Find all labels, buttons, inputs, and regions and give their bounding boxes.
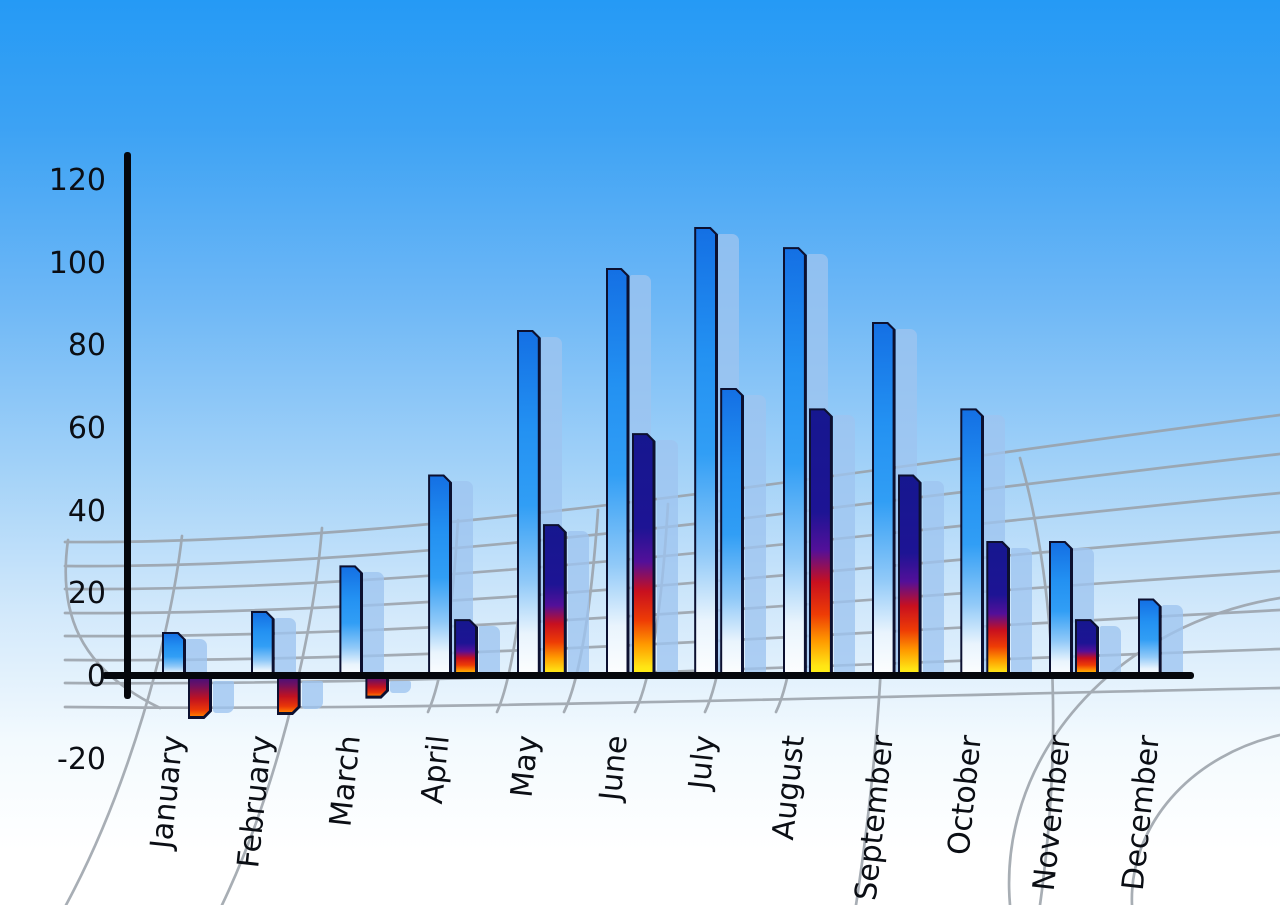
bar-secondary-february-fill <box>279 673 298 712</box>
bar-secondary-january-fill <box>190 673 209 716</box>
bar-secondary-july-fill <box>722 390 741 679</box>
bar-secondary-august <box>809 408 833 679</box>
bar-shadow-primary-december <box>1161 605 1183 674</box>
bar-shadow-secondary-august <box>833 415 855 674</box>
bar-primary-april-fill <box>430 476 449 679</box>
bar-primary-january <box>162 632 186 679</box>
bar-secondary-november-fill <box>1077 621 1096 679</box>
bar-primary-march-fill <box>341 567 360 679</box>
bar-primary-may-fill <box>519 332 538 679</box>
x-axis-label-july: July <box>682 733 724 792</box>
y-axis-tick-0: 0 <box>86 659 106 694</box>
y-axis-tick-20: 20 <box>67 576 106 612</box>
bar-primary-july <box>694 227 718 679</box>
bar-primary-july-fill <box>696 229 715 679</box>
bar-shadow-primary-january <box>186 638 207 674</box>
bar-secondary-november <box>1075 619 1099 679</box>
bar-primary-february <box>251 611 275 679</box>
x-axis-label-may: May <box>504 733 546 800</box>
x-axis-line <box>102 672 1194 679</box>
bar-shadow-secondary-may <box>567 531 589 674</box>
y-axis-tick-40: 40 <box>67 493 106 529</box>
bar-shadow-secondary-february <box>301 681 323 710</box>
bar-primary-december <box>1138 598 1162 679</box>
bar-secondary-may <box>543 524 567 679</box>
bar-secondary-september <box>898 474 922 679</box>
bar-shadow-secondary-april <box>479 626 501 674</box>
bar-secondary-september-fill <box>900 476 919 679</box>
bar-secondary-january <box>188 673 212 719</box>
bar-secondary-april <box>454 619 478 679</box>
bar-secondary-april-fill <box>456 621 475 679</box>
bar-primary-april <box>428 474 452 679</box>
bar-shadow-secondary-january <box>213 681 234 714</box>
y-axis-tick--20: -20 <box>57 741 106 777</box>
bar-primary-october-fill <box>962 410 981 679</box>
bar-primary-december-fill <box>1140 600 1159 679</box>
bar-primary-january-fill <box>164 634 183 679</box>
bar-secondary-may-fill <box>545 526 564 679</box>
bar-shadow-primary-february <box>274 617 296 674</box>
bar-secondary-june <box>632 433 656 679</box>
bar-shadow-secondary-june <box>656 440 678 674</box>
x-axis-label-april: April <box>414 733 457 806</box>
bar-primary-august <box>783 247 807 679</box>
x-axis-label-june: June <box>592 733 635 803</box>
y-axis-line <box>124 152 131 699</box>
bar-shadow-secondary-march <box>390 681 412 693</box>
bar-shadow-secondary-november <box>1100 626 1121 674</box>
bar-shadow-secondary-october <box>1011 547 1033 674</box>
bar-primary-november <box>1049 541 1073 679</box>
bar-shadow-secondary-july <box>745 394 767 674</box>
bar-primary-november-fill <box>1051 543 1070 679</box>
bar-secondary-july <box>720 388 744 679</box>
bar-secondary-october-fill <box>988 543 1007 679</box>
bar-primary-june <box>606 268 630 679</box>
bar-secondary-february <box>277 673 301 715</box>
bar-primary-march <box>339 565 363 679</box>
bar-primary-may <box>517 330 541 679</box>
y-axis-tick-80: 80 <box>67 328 106 364</box>
bar-primary-september-fill <box>874 324 893 679</box>
bar-secondary-october <box>986 541 1010 679</box>
y-axis-tick-100: 100 <box>48 245 106 281</box>
y-axis-tick-120: 120 <box>48 163 106 199</box>
bar-secondary-august-fill <box>811 410 830 679</box>
bar-primary-june-fill <box>608 270 627 679</box>
y-axis-tick-60: 60 <box>67 411 106 447</box>
bar-primary-october <box>960 408 984 679</box>
bar-shadow-secondary-september <box>922 481 944 674</box>
bar-primary-august-fill <box>785 249 804 679</box>
bar-primary-february-fill <box>253 613 272 679</box>
bar-shadow-primary-march <box>363 572 385 674</box>
bar-primary-september <box>872 322 896 679</box>
bar-secondary-june-fill <box>634 435 653 679</box>
